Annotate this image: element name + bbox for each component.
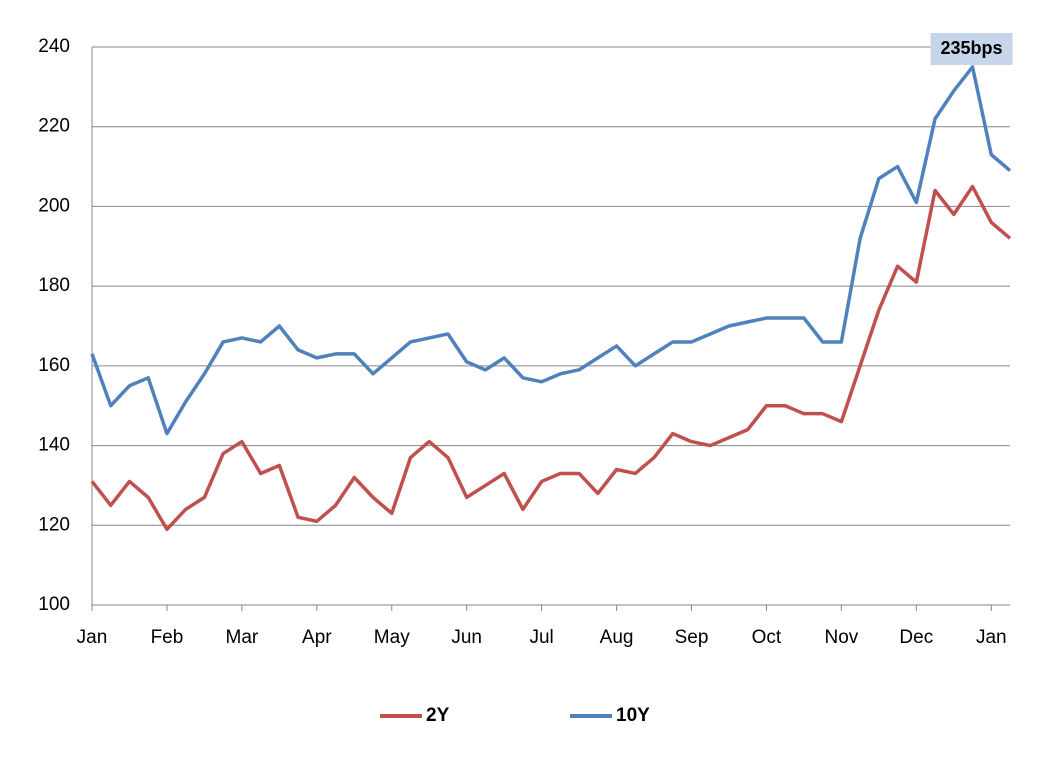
y-tick-label: 200 [38,195,70,216]
x-tick-label: Jan [77,627,108,648]
y-tick-label: 220 [38,116,70,137]
y-tick-label: 100 [38,594,70,615]
y-tick-label: 160 [38,355,70,376]
x-tick-label: Jun [451,627,482,648]
line-series [90,65,1012,436]
x-tick-label: Aug [600,627,634,648]
line-series [90,184,1012,532]
annotation-box [930,33,1013,65]
y-tick-label: 180 [38,275,70,296]
x-tick-label: Feb [151,627,184,648]
x-tick-label: Apr [302,627,332,648]
x-tick-label: Dec [899,627,933,648]
legend-label: 2Y [426,705,450,726]
x-tick-label: Jan [976,627,1007,648]
x-tick-label: Mar [226,627,259,648]
annotation: 235bps [941,38,1003,58]
y-tick-label: 120 [38,514,70,535]
x-tick-label: Sep [675,627,709,648]
x-tick-label: Nov [824,627,858,648]
legend-label: 10Y [616,705,650,726]
x-tick-label: May [374,627,410,648]
y-tick-label: 240 [38,36,70,57]
x-tick-label: Oct [752,627,782,648]
y-tick-label: 140 [38,435,70,456]
x-tick-label: Jul [529,627,553,648]
